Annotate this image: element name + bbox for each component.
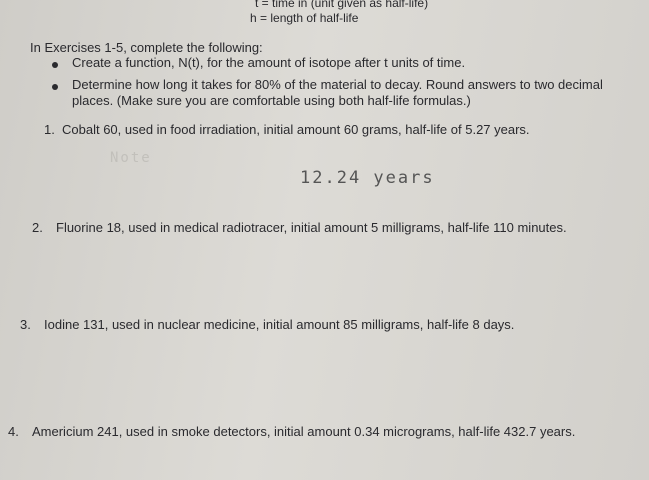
exercise-text: Cobalt 60, used in food irradiation, ini… (62, 122, 530, 137)
exercise-number: 3. (20, 317, 31, 332)
faint-handwriting: Note (110, 150, 152, 166)
header-line: t = time in (unit given as half-life) (255, 0, 429, 10)
exercise-number: 2. (32, 220, 43, 235)
exercise-number: 1. (44, 122, 55, 137)
bullet (52, 62, 58, 68)
exercise-text: Fluorine 18, used in medical radiotracer… (56, 220, 567, 235)
intro: In Exercises 1-5, complete the following… (30, 40, 263, 55)
bullet-text: Determine how long it takes for 80% of t… (72, 77, 603, 108)
exercise-number: 4. (8, 424, 19, 439)
exercise-text: Iodine 131, used in nuclear medicine, in… (44, 317, 515, 332)
bullet-text: Create a function, N(t), for the amount … (72, 55, 466, 70)
handwritten-answer: 12.24 years (300, 168, 435, 188)
bullet (52, 84, 58, 90)
exercise-text: Americium 241, used in smoke detectors, … (32, 424, 576, 439)
header-line: h = length of half-life (250, 11, 359, 25)
